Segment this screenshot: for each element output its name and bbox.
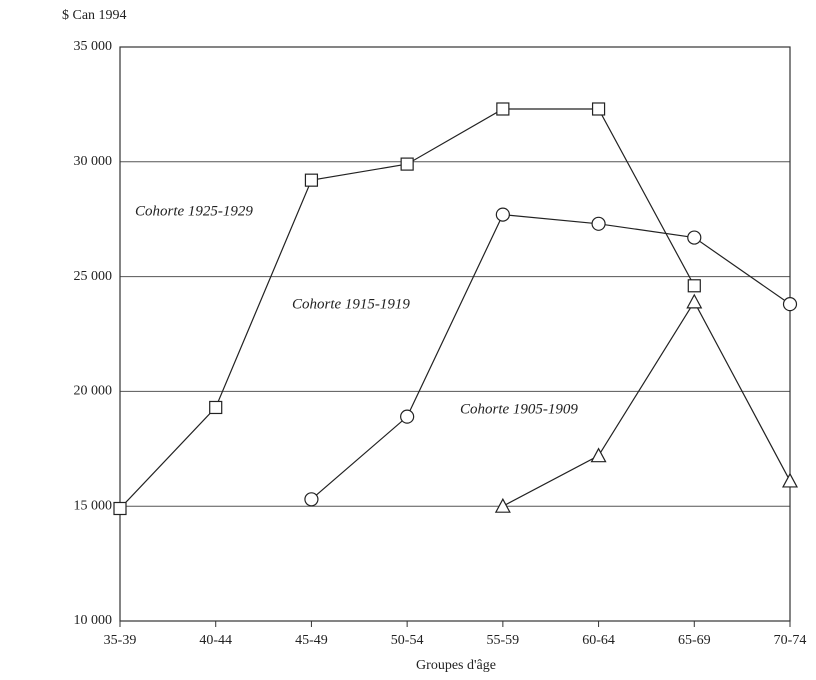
marker [304, 173, 319, 187]
y-tick-label: 35 000 [74, 39, 113, 54]
marker [781, 472, 799, 488]
y-tick-label: 30 000 [74, 154, 113, 169]
series-annotation: Cohorte 1925-1929 [135, 203, 253, 219]
y-tick-label: 15 000 [74, 498, 113, 513]
marker [687, 230, 702, 245]
x-tick-label: 50-54 [391, 633, 424, 648]
marker [495, 207, 510, 222]
marker [400, 409, 415, 424]
x-tick-label: 65-69 [678, 633, 711, 648]
marker [494, 497, 511, 513]
x-tick-label: 55-59 [487, 633, 520, 648]
y-tick-label: 20 000 [74, 384, 113, 399]
x-axis-label: Groupes d'âge [416, 658, 496, 673]
marker [496, 102, 510, 116]
marker [591, 102, 606, 116]
marker [782, 297, 798, 312]
x-tick-label: 70-74 [774, 633, 807, 648]
series-line [311, 213, 791, 500]
marker [113, 501, 127, 516]
marker [686, 293, 703, 309]
y-tick-label: 10 000 [74, 613, 113, 628]
marker [304, 492, 319, 507]
plot-frame [119, 46, 791, 622]
x-tick-label: 60-64 [582, 633, 615, 648]
x-tick-label: 40-44 [199, 633, 232, 648]
marker [209, 400, 223, 415]
marker [591, 216, 606, 231]
y-tick-label: 25 000 [74, 269, 113, 284]
marker [590, 447, 607, 463]
series-annotation: Cohorte 1915-1919 [292, 296, 410, 312]
marker [687, 279, 701, 293]
marker [400, 157, 414, 171]
series-annotation: Cohorte 1905-1909 [460, 401, 578, 417]
y-unit-label: $ Can 1994 [62, 8, 127, 23]
x-tick-label: 35-39 [104, 633, 137, 648]
x-tick-label: 45-49 [295, 633, 328, 648]
series-line [502, 300, 791, 507]
